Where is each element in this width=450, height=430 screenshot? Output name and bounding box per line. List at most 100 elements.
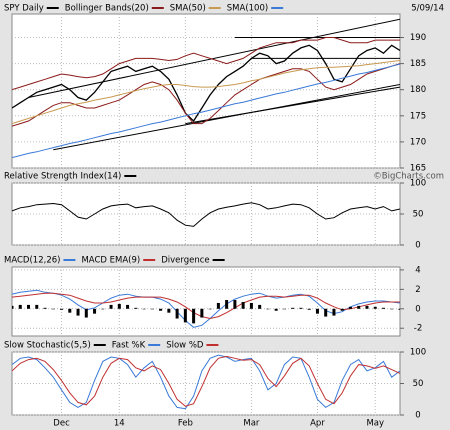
plot-area	[11, 182, 401, 246]
divergence-bar	[332, 308, 336, 316]
divergence-bar	[76, 308, 80, 316]
divergence-bar	[175, 308, 179, 319]
trendline	[185, 86, 400, 125]
divergence-bar	[274, 308, 278, 311]
x-tick-label: May	[366, 419, 384, 429]
divergence-bar	[68, 308, 72, 313]
legend-label: Fast %K	[112, 341, 146, 351]
divergence-bar	[117, 303, 121, 309]
y-tick-label: 0	[415, 411, 420, 421]
y-tick-label: 100	[410, 348, 426, 358]
y-tick-label: 0	[415, 241, 420, 251]
divergence-bar	[390, 308, 394, 310]
divergence-bar	[233, 300, 237, 309]
y-tick-label: 175	[410, 111, 426, 121]
legend-label: Slow %D	[166, 341, 204, 351]
plot-marks	[12, 354, 400, 410]
divergence-bar	[134, 307, 138, 309]
plot-marks	[12, 289, 400, 328]
divergence-bar	[12, 305, 14, 309]
y-tick-label: 185	[410, 59, 426, 69]
legend-label: Divergence	[161, 256, 209, 266]
divergence-bar	[35, 304, 39, 309]
legend-label: Bollinger Bands(20)	[65, 4, 149, 14]
series-line	[12, 60, 400, 125]
legend-label: MACD EMA(9)	[81, 256, 140, 266]
divergence-bar	[101, 308, 105, 310]
divergence-bar	[216, 302, 220, 309]
legend-label: MACD(12,26)	[4, 256, 60, 266]
divergence-bar	[348, 306, 352, 309]
y-tick-label: 100	[410, 179, 426, 189]
legend-label: SMA(100)	[227, 4, 268, 14]
credit: ©BigCharts.com	[373, 172, 444, 182]
legend-label: Relative Strength Index(14)	[4, 172, 121, 182]
series-line	[12, 202, 400, 227]
divergence-bar	[200, 308, 204, 318]
divergence-bar	[381, 307, 385, 309]
divergence-bar	[43, 307, 47, 309]
divergence-bar	[142, 308, 146, 310]
divergence-bar	[225, 300, 229, 309]
divergence-bar	[109, 304, 113, 309]
divergence-bar	[126, 304, 130, 309]
divergence-bar	[258, 304, 262, 309]
x-tick-label: Apr	[310, 419, 325, 429]
divergence-bar	[291, 307, 295, 309]
plot-marks	[12, 18, 400, 159]
y-tick-label: 2	[415, 285, 420, 295]
divergence-bar	[150, 308, 154, 310]
divergence-bar	[282, 308, 286, 310]
y-tick-label: 170	[410, 137, 426, 147]
divergence-bar	[249, 302, 253, 309]
divergence-bar	[208, 308, 212, 310]
y-tick-label: 50	[413, 210, 424, 220]
y-tick-label: -2	[414, 324, 422, 334]
divergence-bar	[357, 305, 361, 309]
divergence-bar	[315, 308, 319, 314]
divergence-bar	[365, 305, 369, 309]
y-tick-label: 4	[415, 265, 420, 275]
divergence-bar	[27, 304, 31, 309]
divergence-bar	[84, 308, 88, 318]
plot-area	[11, 351, 401, 416]
divergence-bar	[307, 308, 311, 310]
divergence-bar	[167, 308, 171, 313]
divergence-bar	[51, 308, 55, 310]
series-line	[12, 355, 400, 407]
legend-label: Slow Stochastic(5,5)	[4, 341, 91, 351]
x-tick-label: Mar	[243, 419, 260, 429]
legend-label: SMA(50)	[170, 4, 206, 14]
divergence-bar	[18, 304, 22, 309]
trendline	[28, 18, 400, 99]
series-line-lower	[12, 63, 400, 127]
divergence-bar	[340, 308, 344, 311]
y-tick-label: 190	[410, 33, 426, 43]
legend-label: SPY Daily	[4, 4, 44, 14]
x-tick-label: 14	[114, 419, 125, 429]
divergence-bar	[299, 307, 303, 309]
divergence-bar	[373, 306, 377, 309]
y-tick-label: 0	[415, 304, 420, 314]
divergence-bar	[159, 308, 163, 311]
divergence-bar	[60, 308, 64, 310]
y-tick-label: 165	[410, 164, 426, 174]
plot-area	[11, 266, 401, 337]
x-tick-label: Dec	[53, 419, 70, 429]
series-line	[12, 292, 400, 320]
divergence-bar	[192, 308, 196, 324]
y-tick-label: 50	[413, 379, 424, 389]
divergence-bar	[398, 308, 400, 310]
divergence-bar	[183, 308, 187, 323]
series-line	[12, 37, 400, 91]
series-line	[12, 354, 400, 410]
divergence-bar	[93, 308, 97, 314]
plot-marks	[12, 202, 400, 227]
divergence-bar	[266, 308, 270, 310]
divergence-bar	[241, 301, 245, 309]
divergence-bar	[324, 308, 328, 317]
series-line	[12, 63, 400, 159]
date-label: 5/09/14	[411, 4, 444, 14]
y-tick-label: 180	[410, 85, 426, 95]
